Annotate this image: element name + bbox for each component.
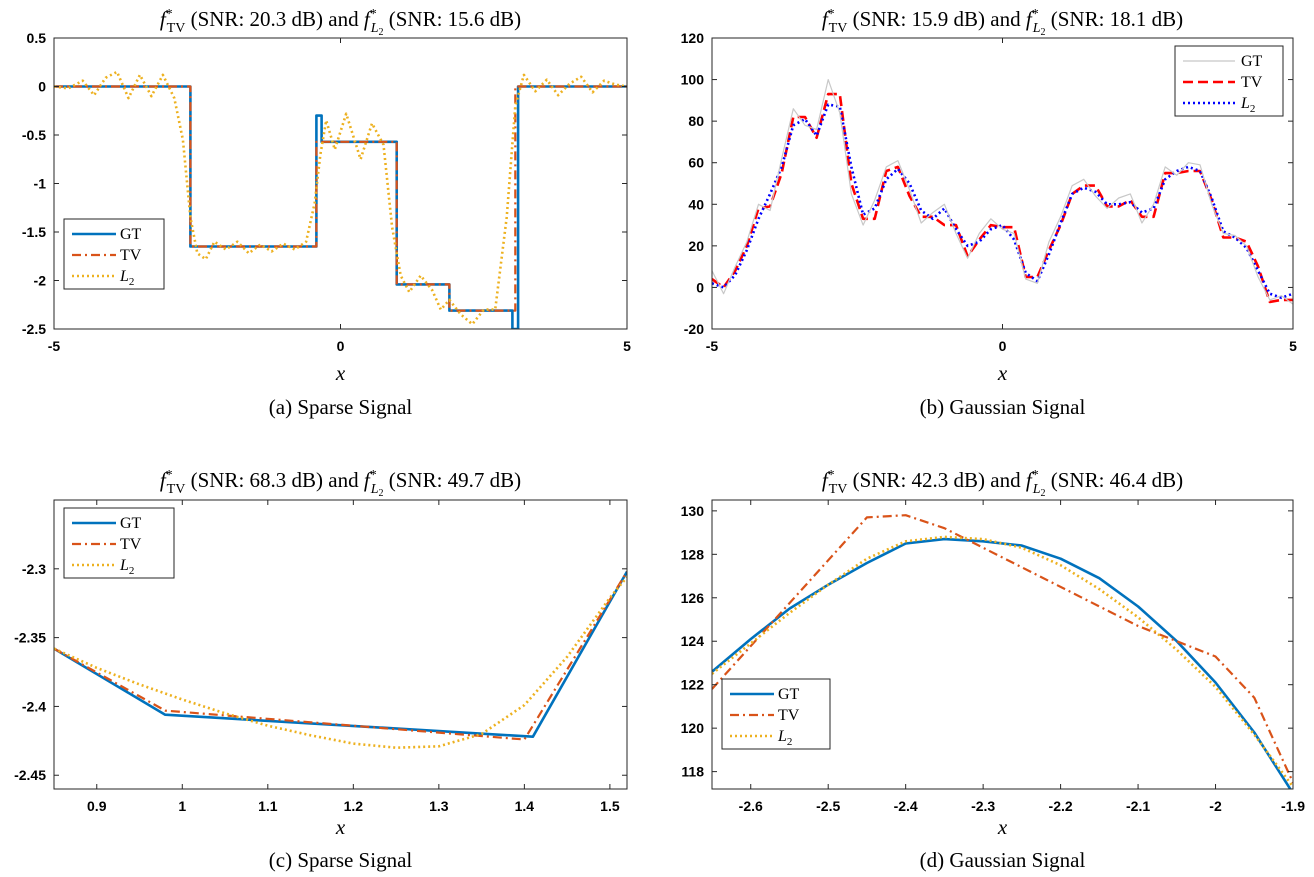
y-tick-label: -2.5 [22, 321, 46, 337]
legend-label-tv: TV [1241, 74, 1263, 91]
y-tick-label: -20 [684, 321, 704, 337]
y-tick-label: 0 [696, 279, 704, 295]
y-tick-label: 120 [681, 30, 705, 46]
x-tick-label: -2.2 [1049, 798, 1073, 814]
series-line-tv [712, 92, 1293, 304]
figure-caption: (a) Sparse Signal [269, 395, 413, 419]
figure-caption: (b) Gaussian Signal [920, 395, 1086, 419]
series-line-tv [712, 514, 1293, 783]
series-line-tv [54, 571, 627, 741]
y-tick-label: 20 [688, 238, 704, 254]
legend-label-l2: L2 [119, 268, 134, 288]
x-tick-label: -2.5 [816, 798, 840, 814]
chart-panel-3: f* TV (SNR: 68.3 dB) and f* L2 (SNR: 49.7 … [14, 468, 628, 872]
x-tick-label: 5 [1289, 338, 1297, 354]
y-tick-label: -2 [34, 273, 47, 289]
x-tick-label: 1.4 [515, 798, 535, 814]
y-tick-label: 60 [688, 155, 704, 171]
x-tick-label: 0.9 [87, 798, 107, 814]
x-tick-label: 1.1 [258, 798, 278, 814]
legend-label-gt: GT [1241, 53, 1263, 70]
x-axis-label: x [997, 815, 1008, 839]
x-tick-label: 1.5 [600, 798, 620, 814]
plot-frame [711, 499, 1294, 790]
series-line-gt [712, 78, 1293, 305]
x-axis-label: x [335, 361, 346, 385]
y-tick-label: 128 [681, 546, 705, 562]
legend-box [721, 678, 831, 750]
series-line-gt [54, 85, 627, 329]
x-axis-label: x [997, 361, 1008, 385]
series-line-l2 [712, 535, 1293, 788]
y-tick-label: 40 [688, 196, 704, 212]
figure-caption: (c) Sparse Signal [269, 848, 413, 872]
legend-label-l2: L2 [119, 557, 134, 577]
chart-title: f* TV (SNR: 42.3 dB) and f* L2 (SNR: 46.4 … [822, 468, 1183, 499]
chart-panel-1: f* TV (SNR: 20.3 dB) and f* L2 (SNR: 15.6 … [22, 7, 631, 419]
chart-title: f* TV (SNR: 68.3 dB) and f* L2 (SNR: 49.7 … [160, 468, 521, 499]
x-tick-label: 0 [999, 338, 1007, 354]
legend-label-gt: GT [120, 226, 142, 243]
y-tick-label: 124 [681, 633, 705, 649]
series-line-l2 [712, 103, 1293, 300]
chart-panel-2: f* TV (SNR: 15.9 dB) and f* L2 (SNR: 18.1 … [681, 7, 1297, 419]
legend-label-gt: GT [778, 686, 800, 703]
x-tick-label: -2 [1209, 798, 1222, 814]
x-tick-label: 0 [337, 338, 345, 354]
series-line-gt [712, 537, 1292, 789]
chart-legend: GT TV L2 [63, 507, 175, 579]
y-tick-label: -0.5 [22, 127, 46, 143]
x-tick-label: -2.1 [1126, 798, 1150, 814]
y-tick-label: -2.4 [22, 698, 46, 714]
legend-label-tv: TV [120, 536, 142, 553]
x-tick-label: -5 [48, 338, 61, 354]
y-tick-label: 118 [681, 764, 704, 780]
chart-panel-4: f* TV (SNR: 42.3 dB) and f* L2 (SNR: 46.4 … [681, 468, 1306, 872]
x-tick-label: 1.3 [429, 798, 449, 814]
y-tick-label: 0 [38, 79, 46, 95]
y-tick-label: 120 [681, 720, 705, 736]
chart-title: f* TV (SNR: 15.9 dB) and f* L2 (SNR: 18.1 … [822, 7, 1183, 38]
series-line-l2 [54, 70, 627, 326]
series-line-tv [54, 85, 627, 312]
y-tick-label: 122 [681, 677, 705, 693]
legend-label-l2: L2 [777, 728, 792, 748]
y-tick-label: -2.35 [14, 630, 46, 646]
y-tick-label: -2.45 [14, 767, 46, 783]
chart-legend: GT TV L2 [721, 678, 831, 750]
x-tick-label: -2.3 [971, 798, 995, 814]
legend-box [63, 507, 175, 579]
legend-label-gt: GT [120, 515, 142, 532]
y-tick-label: 0.5 [27, 30, 47, 46]
x-tick-label: -5 [706, 338, 719, 354]
x-tick-label: 1 [178, 798, 186, 814]
y-tick-label: 130 [681, 503, 705, 519]
figure-caption: (d) Gaussian Signal [920, 848, 1086, 872]
x-tick-label: -2.4 [894, 798, 918, 814]
y-tick-label: 126 [681, 590, 705, 606]
legend-label-tv: TV [778, 707, 800, 724]
x-tick-label: 1.2 [344, 798, 364, 814]
y-tick-label: -1.5 [22, 224, 46, 240]
x-axis-label: x [335, 815, 346, 839]
x-tick-label: -2.6 [739, 798, 763, 814]
x-tick-label: 5 [623, 338, 631, 354]
y-tick-label: 100 [681, 72, 705, 88]
legend-label-l2: L2 [1240, 95, 1255, 115]
y-tick-label: 80 [688, 113, 704, 129]
y-tick-label: -1 [34, 176, 47, 192]
y-tick-label: -2.3 [22, 561, 46, 577]
chart-legend: GT TV L2 [63, 218, 165, 290]
chart-legend: GT TV L2 [1174, 45, 1284, 117]
plot-frame [53, 499, 628, 790]
legend-label-tv: TV [120, 247, 142, 264]
x-tick-label: -1.9 [1281, 798, 1305, 814]
chart-title: f* TV (SNR: 20.3 dB) and f* L2 (SNR: 15.6 … [160, 7, 521, 38]
